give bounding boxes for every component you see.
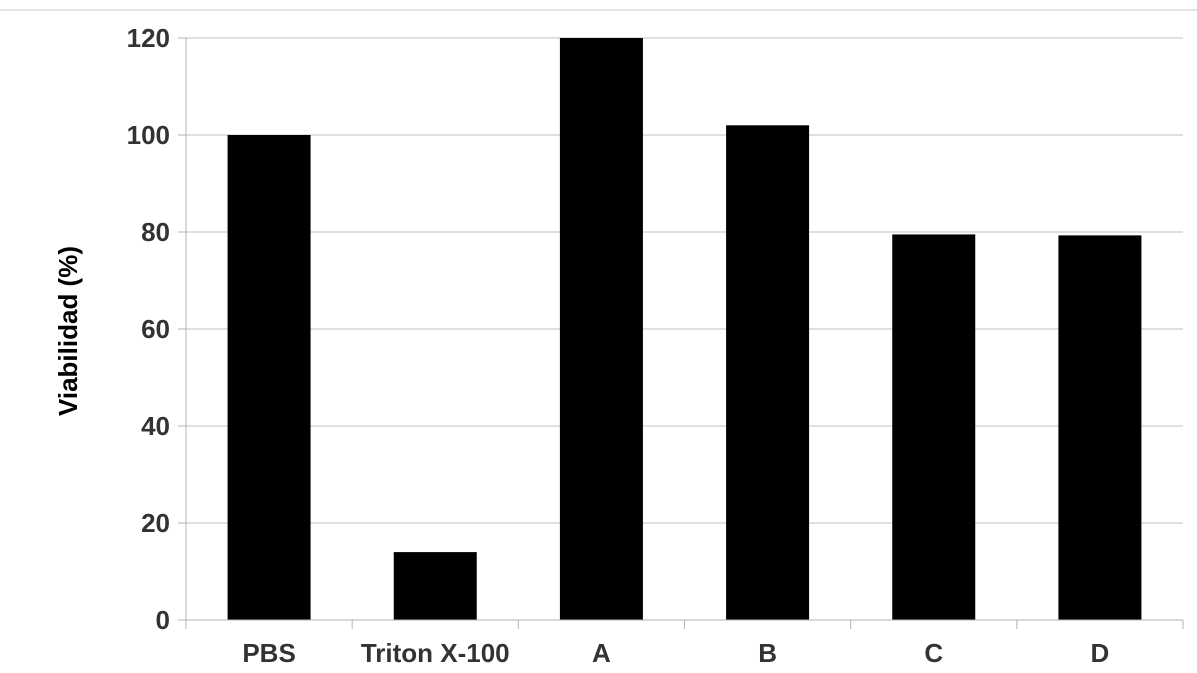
y-tick-labels: 0 20 40 60 80 100 120 bbox=[127, 23, 170, 635]
x-tick-label: Triton X-100 bbox=[361, 638, 510, 668]
bars bbox=[227, 38, 1142, 621]
x-tick-label: B bbox=[758, 638, 777, 668]
bar bbox=[227, 135, 311, 620]
bar bbox=[1058, 235, 1142, 620]
x-tick-labels: PBS Triton X-100 A B C D bbox=[242, 638, 1109, 668]
y-tick-label: 0 bbox=[156, 605, 170, 635]
bar bbox=[892, 234, 976, 621]
y-tick-label: 120 bbox=[127, 23, 170, 53]
y-tick-label: 80 bbox=[141, 217, 170, 247]
bar bbox=[393, 552, 477, 620]
y-tick-label: 100 bbox=[127, 120, 170, 150]
bar bbox=[726, 125, 810, 621]
y-axis-title: Viabilidad (%) bbox=[53, 246, 83, 416]
y-tick-label: 60 bbox=[141, 314, 170, 344]
y-tick-label: 40 bbox=[141, 411, 170, 441]
gridlines bbox=[186, 37, 1183, 524]
x-tick-label: D bbox=[1091, 638, 1110, 668]
bar bbox=[559, 38, 643, 620]
y-tick-label: 20 bbox=[141, 508, 170, 538]
x-tick-label: C bbox=[924, 638, 943, 668]
x-tick-label: A bbox=[592, 638, 611, 668]
axes bbox=[178, 37, 1184, 629]
x-tick-label: PBS bbox=[242, 638, 295, 668]
